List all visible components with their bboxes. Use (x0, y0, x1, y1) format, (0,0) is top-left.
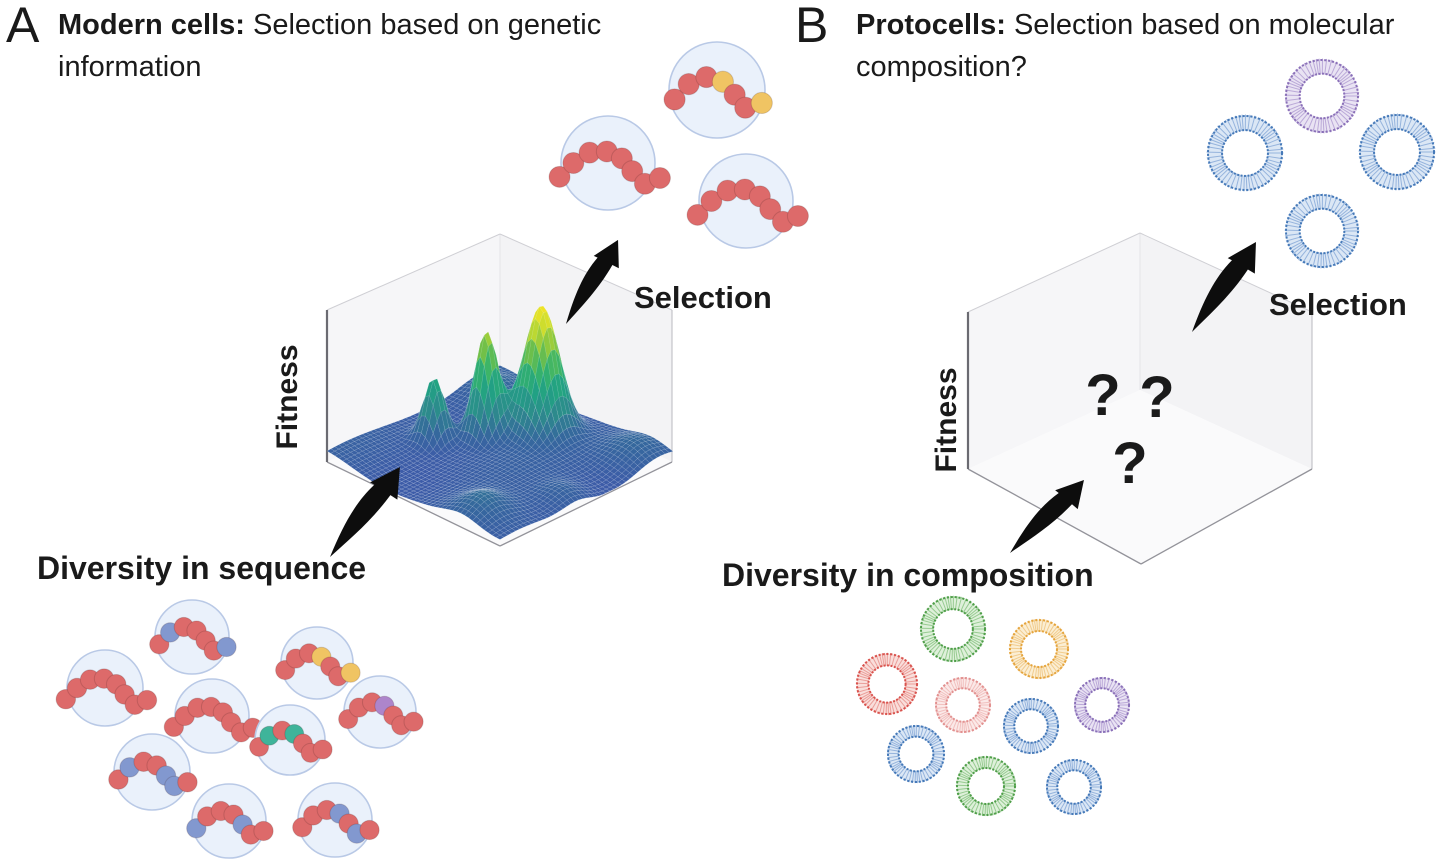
protocell-vesicle (919, 595, 987, 663)
modern-cell (292, 782, 380, 858)
protocell-vesicle (1206, 114, 1284, 192)
modern-cell (663, 41, 773, 139)
modern-cell (249, 704, 333, 776)
panel-a-title: Modern cells: Selection based on genetic… (58, 4, 603, 88)
question-mark-3: ? (1112, 431, 1148, 496)
selection-label-b: Selection (1269, 287, 1407, 322)
diversity-label-b: Diversity in composition (722, 557, 1094, 593)
protocell-vesicle (1284, 58, 1360, 134)
protocell-vesicle (1045, 758, 1103, 816)
panel-a-title-rest: Selection based on genetic information (58, 9, 602, 84)
diversity-label-a: Diversity in sequence (37, 550, 367, 586)
protocell-vesicle (934, 676, 992, 734)
protocell-vesicle (1358, 113, 1436, 191)
panel-b-title: Protocells: Selection based on molecular… (856, 4, 1401, 88)
question-mark-1: ? (1085, 363, 1121, 428)
modern-cell (149, 599, 237, 675)
selection-arrow-b (1192, 242, 1256, 332)
diversity-arrow-b (1010, 480, 1084, 553)
modern-cell (186, 783, 274, 859)
fitness-axis-label-b: Fitness (930, 367, 963, 473)
protocell-vesicle (1008, 618, 1070, 680)
protocell-vesicle (1284, 193, 1360, 269)
protocells-selected-group (1206, 58, 1436, 269)
protocell-vesicle (955, 755, 1017, 817)
panel-a-title-bold: Modern cells: (58, 9, 245, 41)
modern-cell (108, 733, 198, 811)
modern-cell (338, 675, 424, 749)
modern-cells-diversity-group (55, 599, 424, 859)
protocells-diversity-group (855, 595, 1131, 817)
diversity-arrow-a (330, 467, 400, 557)
protocell-vesicle (886, 724, 946, 784)
modern-cell (275, 626, 361, 700)
panel-b-title-bold: Protocells: (856, 9, 1006, 41)
protocell-vesicle (855, 652, 919, 716)
protocell-vesicle (1073, 676, 1131, 734)
modern-cell (163, 678, 264, 754)
question-mark-2: ? (1139, 365, 1175, 430)
modern-cell (686, 153, 809, 249)
modern-cell (548, 115, 671, 211)
panel-a-letter: A (6, 0, 40, 53)
fitness-landscape-box-b (966, 232, 1313, 565)
selection-label-a: Selection (634, 280, 772, 315)
panel-b-letter: B (795, 0, 829, 53)
fitness-landscape-surface (326, 305, 674, 540)
selection-arrow-a (566, 239, 619, 324)
modern-cell (55, 649, 158, 727)
protocell-vesicle (1002, 697, 1060, 755)
fitness-axis-label-a: Fitness (271, 344, 304, 450)
panel-b-title-rest: Selection based on molecular composition… (856, 9, 1395, 84)
modern-cells-selected-group (548, 41, 809, 249)
